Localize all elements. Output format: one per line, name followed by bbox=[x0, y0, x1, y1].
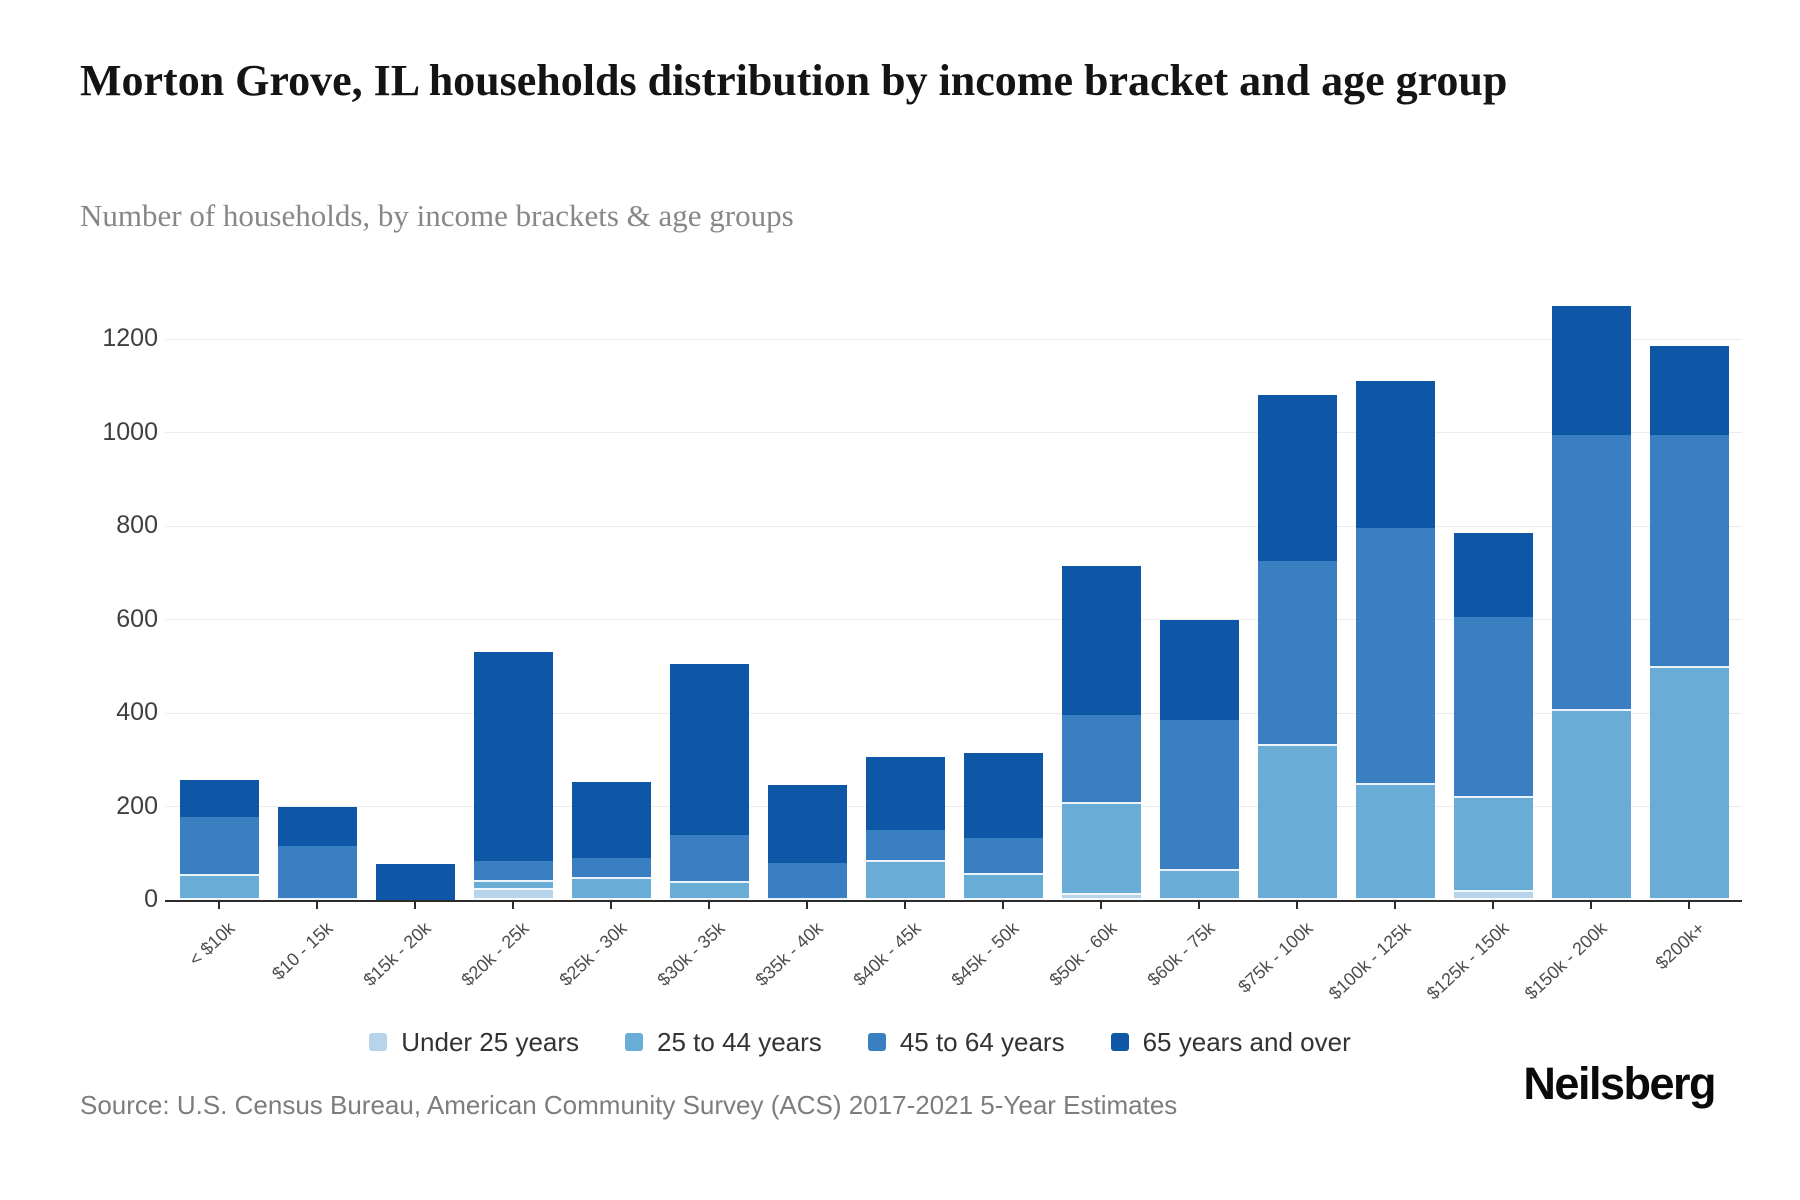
bar-segment[interactable] bbox=[473, 890, 553, 900]
bar-segment[interactable] bbox=[1061, 804, 1141, 896]
bar-segment[interactable] bbox=[1061, 565, 1141, 716]
bar-segment[interactable] bbox=[767, 862, 847, 900]
legend-label: 25 to 44 years bbox=[657, 1026, 822, 1057]
bar-segment[interactable] bbox=[1649, 346, 1729, 435]
bar-segment[interactable] bbox=[473, 882, 553, 891]
gridline-1000 bbox=[165, 432, 1742, 433]
legend-item[interactable]: 45 to 64 years bbox=[867, 1026, 1065, 1058]
legend-label: Under 25 years bbox=[401, 1026, 580, 1057]
bar-segment[interactable] bbox=[669, 883, 749, 900]
legend-label: 65 years and over bbox=[1142, 1026, 1351, 1057]
bar-segment[interactable] bbox=[1453, 891, 1533, 900]
legend-swatch-icon bbox=[369, 1033, 388, 1051]
bar-segment[interactable] bbox=[1355, 528, 1435, 786]
x-axis-tick bbox=[1590, 902, 1592, 909]
bar-segment[interactable] bbox=[1061, 715, 1141, 805]
bar-segment[interactable] bbox=[669, 663, 749, 835]
legend-swatch-icon bbox=[867, 1033, 886, 1051]
x-axis-tick bbox=[904, 902, 906, 909]
x-axis-tick bbox=[218, 902, 220, 909]
bar-segment[interactable] bbox=[1257, 745, 1337, 900]
y-axis-tick-label: 800 bbox=[116, 511, 158, 539]
chart-subtitle: Number of households, by income brackets… bbox=[80, 198, 794, 233]
gridline-200 bbox=[165, 806, 1742, 807]
x-axis-tick bbox=[806, 902, 808, 909]
bar-segment[interactable] bbox=[963, 837, 1043, 876]
bar-segment[interactable] bbox=[179, 817, 259, 876]
bar-segment[interactable] bbox=[1551, 434, 1631, 711]
bar-segment[interactable] bbox=[865, 757, 945, 830]
gridline-1200 bbox=[165, 338, 1742, 340]
x-axis-tick bbox=[414, 902, 416, 909]
x-axis-tick bbox=[610, 902, 612, 909]
y-axis-tick-label: 1000 bbox=[102, 417, 158, 446]
bar-segment[interactable] bbox=[1453, 617, 1533, 799]
y-axis-tick-label: 600 bbox=[116, 604, 158, 633]
bar-segment[interactable] bbox=[375, 863, 455, 900]
bar-segment[interactable] bbox=[179, 875, 259, 900]
y-axis-tick-label: 400 bbox=[116, 698, 158, 726]
legend-label: 45 to 64 years bbox=[899, 1026, 1065, 1057]
bar-segment[interactable] bbox=[1649, 667, 1729, 900]
y-axis-tick-label: 0 bbox=[144, 885, 158, 913]
bar-segment[interactable] bbox=[277, 846, 357, 900]
bar-segment[interactable] bbox=[963, 752, 1043, 838]
x-axis-tick bbox=[316, 902, 318, 909]
bar-segment[interactable] bbox=[1453, 798, 1533, 892]
legend-item[interactable]: Under 25 years bbox=[369, 1027, 579, 1058]
chart-legend: Under 25 years 25 to 44 years 45 to 64 yea… bbox=[80, 1022, 1640, 1062]
bar-segment[interactable] bbox=[1551, 710, 1631, 900]
x-axis-tick bbox=[512, 902, 514, 909]
bar-segment[interactable] bbox=[571, 858, 651, 879]
bar-segment[interactable] bbox=[865, 829, 945, 862]
bar-segment[interactable] bbox=[571, 781, 651, 859]
gridline-600 bbox=[165, 619, 1742, 620]
bar-segment[interactable] bbox=[473, 652, 553, 862]
bar-segment[interactable] bbox=[473, 861, 553, 883]
neilsberg-logo: Neilsberg bbox=[1523, 1058, 1716, 1109]
x-axis-tick bbox=[1002, 902, 1004, 909]
x-axis-line bbox=[165, 900, 1742, 902]
y-axis-tick-label: 1200 bbox=[102, 324, 158, 352]
x-axis-tick bbox=[1198, 902, 1200, 909]
legend-swatch-icon bbox=[1110, 1033, 1129, 1051]
bar-segment[interactable] bbox=[1355, 381, 1435, 529]
bar-segment[interactable] bbox=[179, 779, 259, 818]
bar-segment[interactable] bbox=[669, 834, 749, 884]
bar-segment[interactable] bbox=[1159, 871, 1239, 900]
legend-item[interactable]: 65 years and over bbox=[1110, 1026, 1351, 1058]
bar-segment[interactable] bbox=[1355, 785, 1435, 900]
x-axis-tick bbox=[1688, 902, 1690, 909]
bar-segment[interactable] bbox=[865, 861, 945, 900]
x-axis-tick bbox=[1100, 902, 1102, 909]
source-note: Source: U.S. Census Bureau, American Com… bbox=[80, 1090, 1178, 1120]
bar-segment[interactable] bbox=[767, 784, 847, 863]
legend-item[interactable]: 25 to 44 years bbox=[625, 1027, 822, 1058]
legend-swatch-icon bbox=[625, 1033, 644, 1051]
bar-segment[interactable] bbox=[1649, 434, 1729, 668]
bar-segment[interactable] bbox=[277, 806, 357, 847]
bar-segment[interactable] bbox=[963, 875, 1043, 900]
x-axis-tick bbox=[1492, 902, 1494, 909]
bar-segment[interactable] bbox=[1257, 395, 1337, 562]
bar-segment[interactable] bbox=[1257, 561, 1337, 746]
bar-segment[interactable] bbox=[1453, 533, 1533, 618]
x-axis-tick bbox=[1394, 902, 1396, 909]
x-axis-tick bbox=[708, 902, 710, 909]
gridline-800 bbox=[165, 525, 1742, 527]
bar-segment[interactable] bbox=[1551, 306, 1631, 435]
x-axis-tick bbox=[1296, 902, 1298, 909]
chart-title: Morton Grove, IL households distribution… bbox=[80, 56, 1508, 105]
bar-segment[interactable] bbox=[1159, 720, 1239, 871]
bar-segment[interactable] bbox=[1159, 619, 1239, 721]
bar-segment[interactable] bbox=[1061, 895, 1141, 900]
gridline-400 bbox=[165, 712, 1742, 714]
y-axis-tick-label: 200 bbox=[116, 791, 158, 820]
bar-segment[interactable] bbox=[571, 878, 651, 900]
